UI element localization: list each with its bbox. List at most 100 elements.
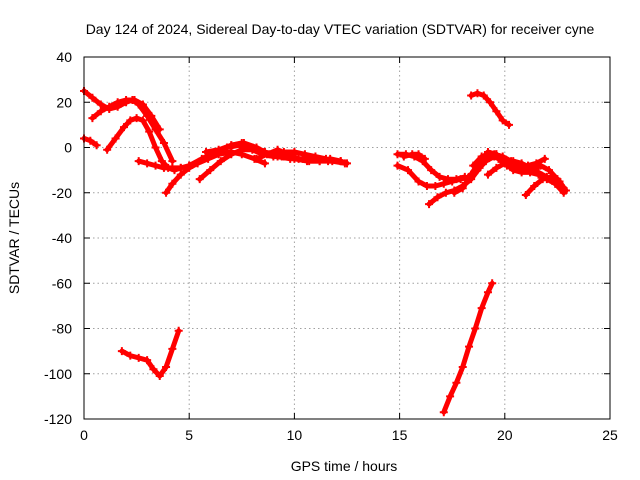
data-point [126, 116, 135, 125]
data-point [248, 143, 257, 152]
data-point [176, 163, 185, 172]
series-arc-20 [490, 150, 549, 170]
data-point [88, 93, 97, 102]
series-arc-22 [467, 89, 514, 129]
data-point [202, 148, 211, 157]
data-point [138, 116, 147, 125]
data-point [273, 145, 282, 154]
data-point [111, 134, 120, 143]
data-point [103, 145, 112, 154]
data-point [315, 157, 324, 166]
data-point [260, 159, 269, 168]
data-point [515, 161, 524, 170]
series-arc-12 [117, 326, 183, 381]
series-arc-21 [521, 172, 570, 200]
x-axis-label: GPS time / hours [291, 458, 398, 474]
x-tick-label: 10 [287, 427, 303, 443]
data-point [561, 186, 570, 195]
data-point [343, 159, 351, 168]
y-tick-label: 0 [64, 140, 72, 156]
data-point [143, 159, 152, 168]
data-point [168, 163, 177, 172]
x-tick-label: 15 [392, 427, 408, 443]
data-point [168, 344, 177, 353]
data-point [473, 89, 482, 98]
data-point [143, 356, 152, 365]
data-point [477, 152, 486, 161]
data-point [448, 177, 457, 186]
data-point [488, 279, 497, 288]
data-point [105, 102, 114, 111]
series-arc-6 [162, 148, 269, 197]
series-line [254, 147, 350, 166]
data-point [117, 347, 126, 356]
series-line [228, 140, 329, 162]
data-point [96, 107, 105, 116]
data-point [122, 95, 131, 104]
data-point [130, 95, 139, 104]
data-point [521, 191, 530, 200]
data-point [132, 114, 141, 123]
data-point [532, 159, 541, 168]
data-point [92, 141, 101, 150]
data-point [483, 288, 492, 297]
y-tick-label: -80 [52, 321, 72, 337]
data-point [441, 188, 450, 197]
data-point [96, 100, 105, 109]
y-tick-label: -20 [52, 185, 72, 201]
y-tick-label: -120 [44, 411, 72, 427]
data-point [168, 179, 177, 188]
data-point [162, 362, 171, 371]
data-point [147, 111, 156, 120]
data-point [404, 166, 413, 175]
data-point [433, 193, 442, 202]
data-point [237, 138, 246, 147]
data-point [458, 184, 467, 193]
data-point [492, 163, 501, 172]
data-series [80, 86, 570, 417]
data-point [498, 152, 507, 161]
data-point [155, 372, 164, 381]
data-point [458, 362, 467, 371]
data-point [469, 161, 478, 170]
data-point [422, 181, 431, 190]
data-point [492, 107, 501, 116]
data-point [547, 172, 556, 181]
data-point [227, 150, 236, 159]
data-point [336, 157, 345, 166]
data-point [159, 138, 168, 147]
data-point [450, 188, 459, 197]
data-point [393, 161, 402, 170]
data-point [300, 150, 309, 159]
data-point [145, 127, 154, 136]
data-point [227, 141, 236, 150]
data-point [151, 161, 160, 170]
axis-ticks: 0 5 10 15 20 25 -120 -100 -80 -60 -40 -20 0 20 40 [44, 49, 618, 443]
data-point [523, 161, 532, 170]
y-tick-label: 40 [56, 49, 72, 65]
data-point [237, 145, 246, 154]
data-point [498, 116, 507, 125]
x-tick-label: 5 [185, 427, 193, 443]
data-point [505, 120, 514, 129]
data-point [477, 304, 486, 313]
series-arc-11 [252, 145, 351, 168]
data-point [151, 143, 160, 152]
data-point [446, 392, 455, 401]
data-point [174, 326, 183, 335]
data-point [483, 170, 492, 179]
x-tick-label: 0 [80, 427, 88, 443]
data-point [168, 157, 177, 166]
data-point [119, 123, 128, 132]
data-point [439, 179, 448, 188]
data-point [467, 91, 476, 100]
data-point [149, 365, 158, 374]
data-point [393, 150, 402, 159]
x-tick-label: 25 [602, 427, 618, 443]
data-point [399, 152, 408, 161]
data-point [185, 161, 194, 170]
data-point [134, 157, 143, 166]
y-tick-label: -40 [52, 230, 72, 246]
data-point [126, 351, 135, 360]
data-point [252, 154, 261, 163]
